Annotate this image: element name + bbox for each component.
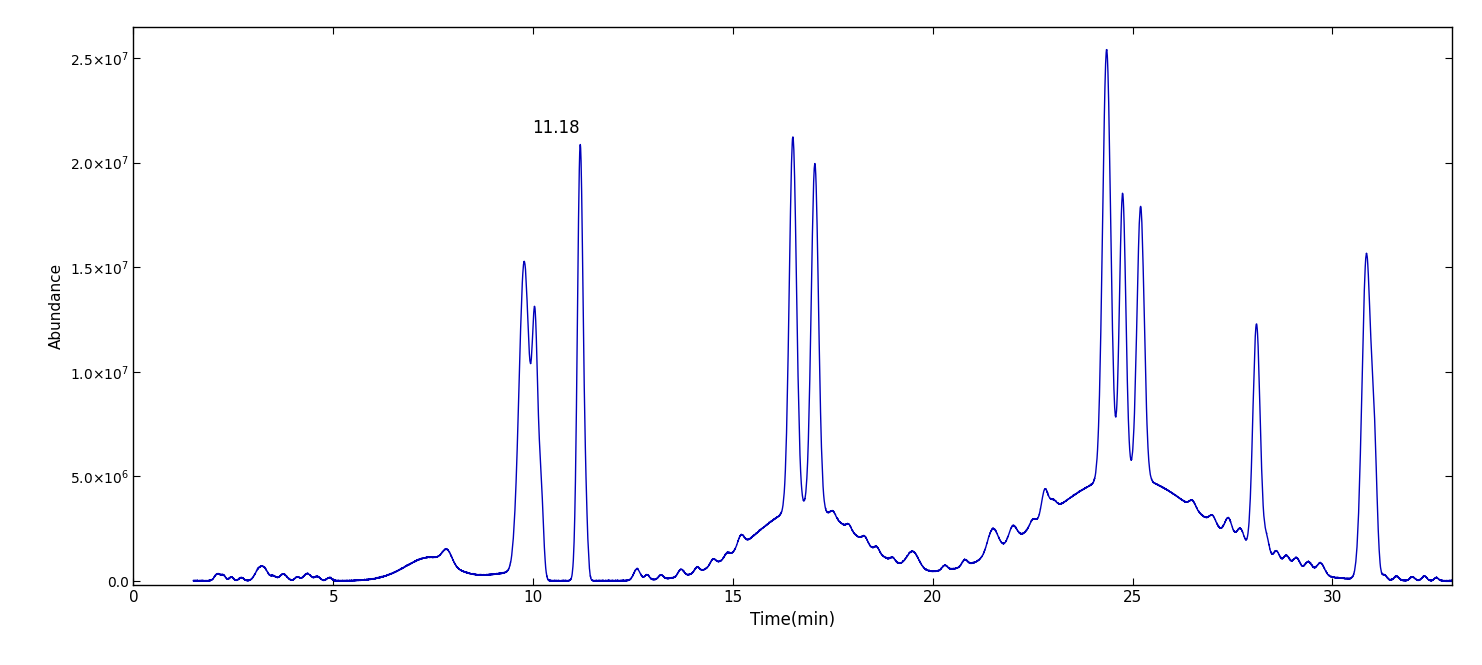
Y-axis label: Abundance: Abundance	[49, 263, 64, 349]
X-axis label: Time(min): Time(min)	[750, 610, 836, 628]
Text: 11.18: 11.18	[532, 119, 579, 137]
